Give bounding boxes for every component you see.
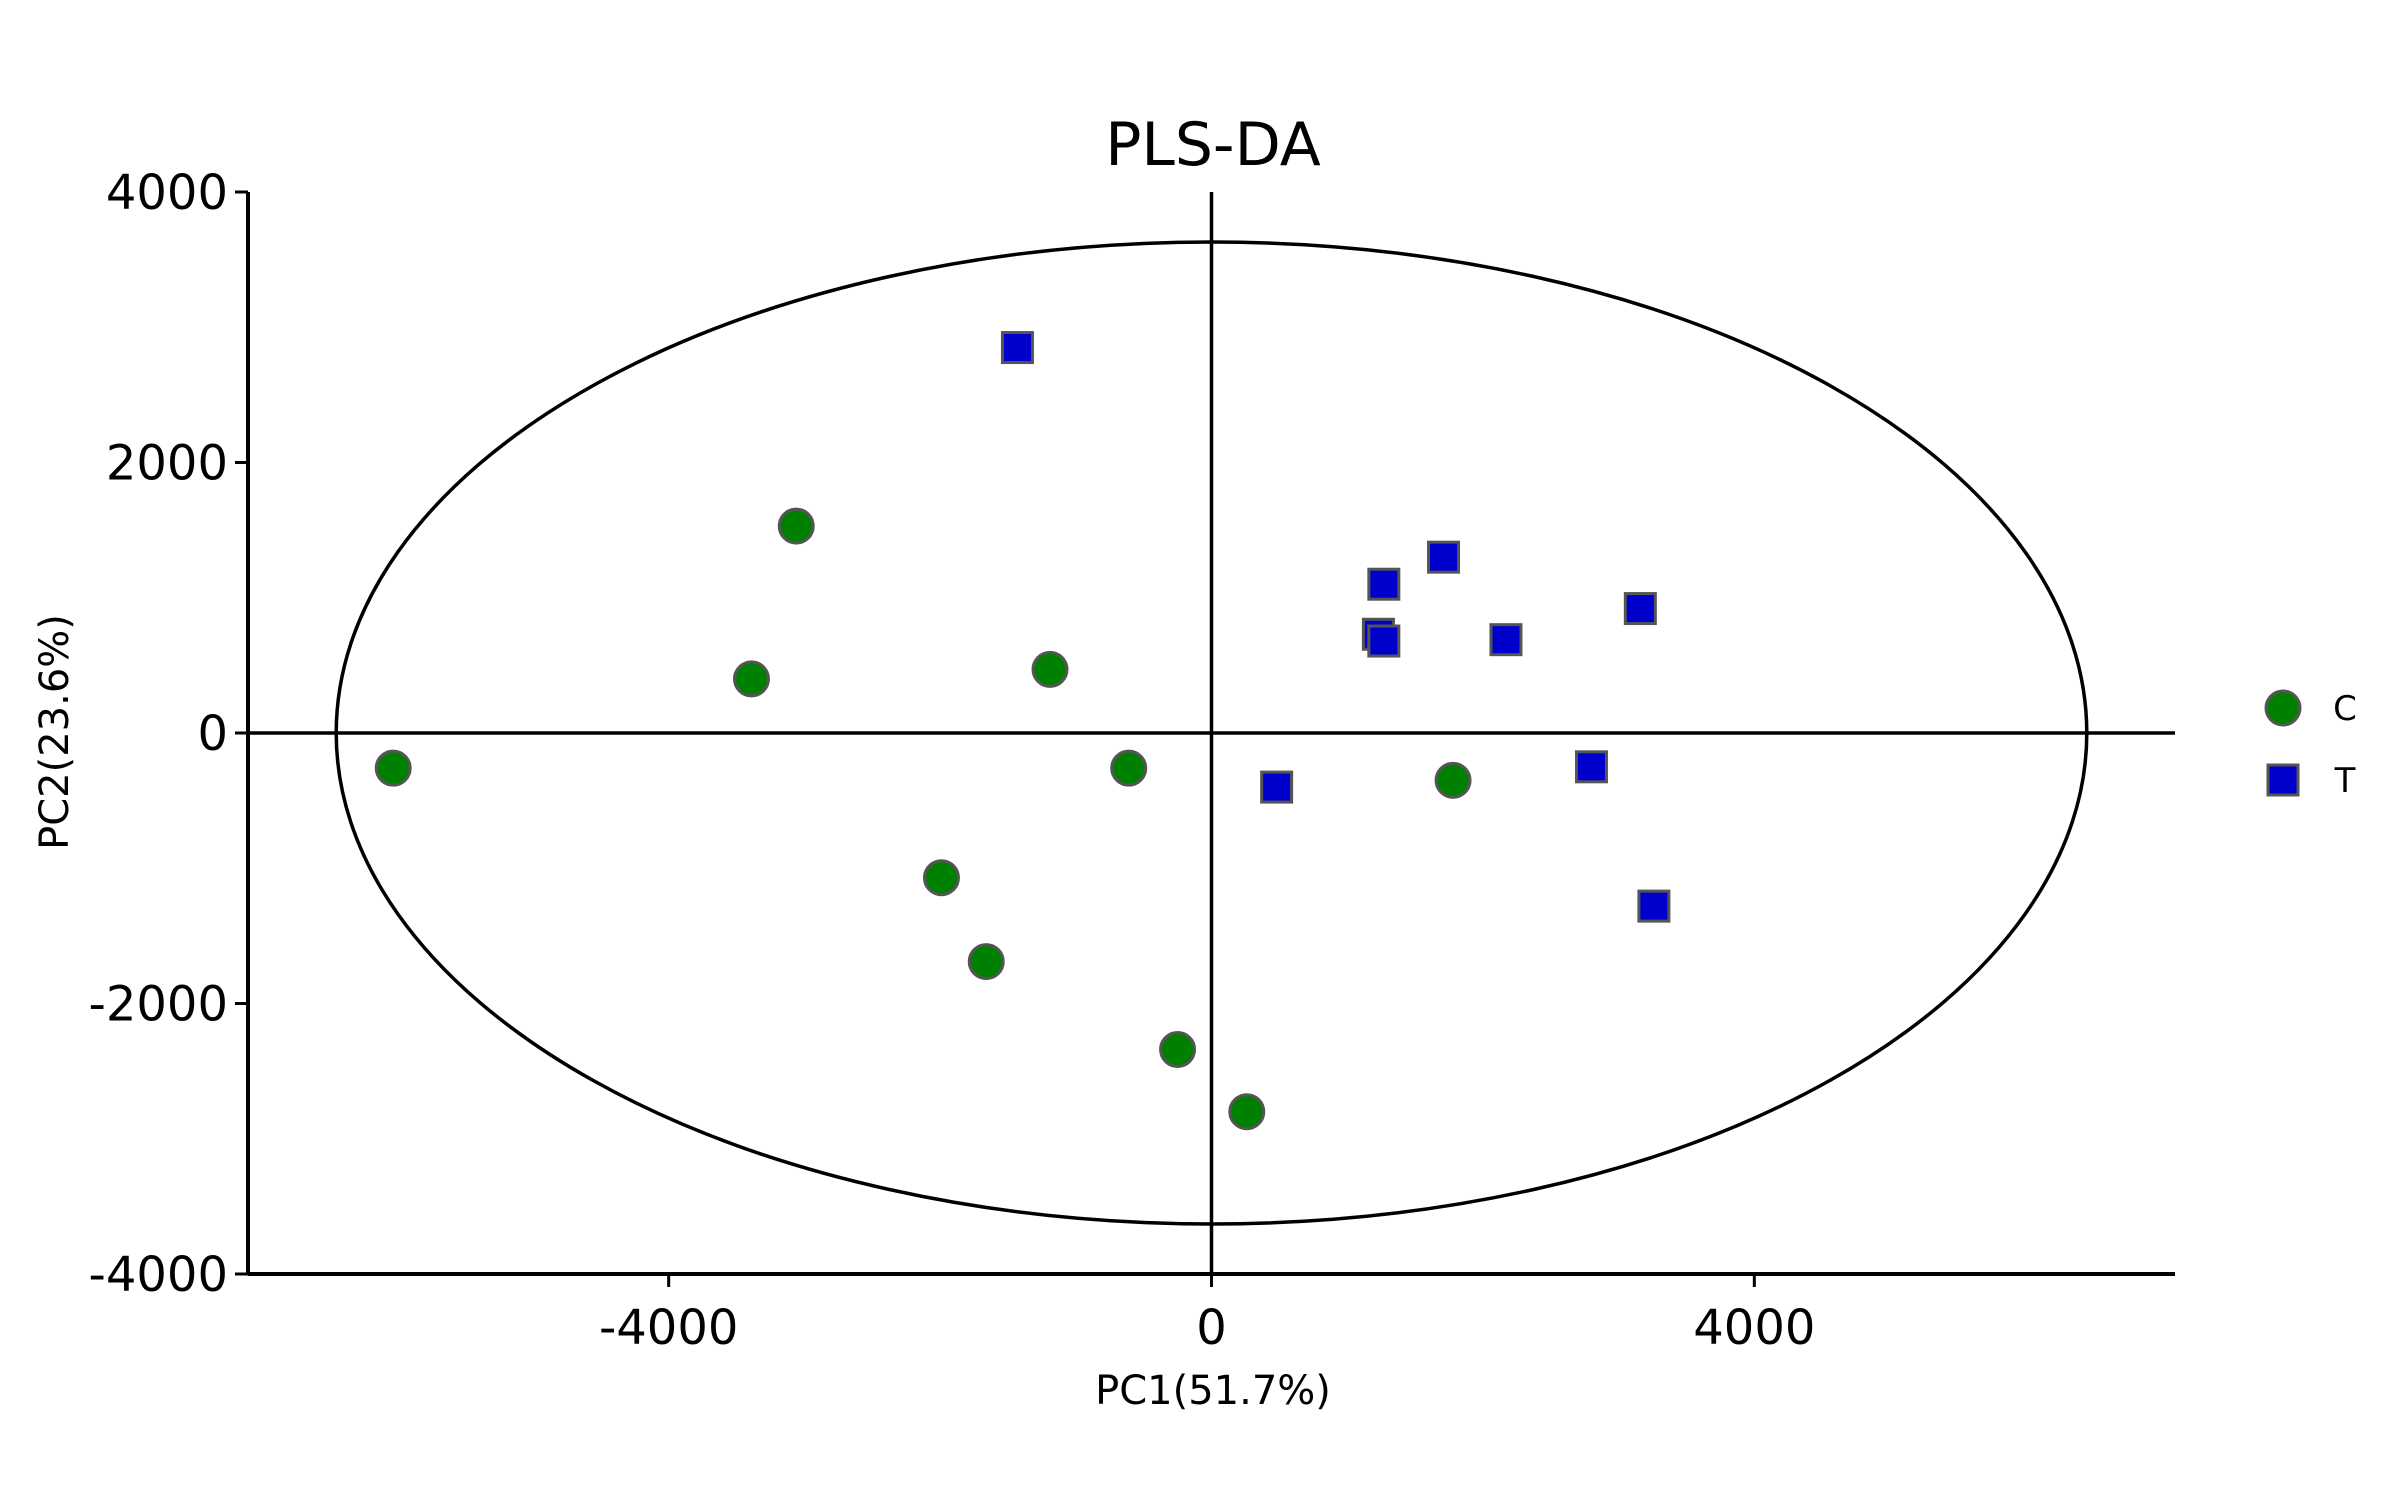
legend-marker-c [2264,689,2302,727]
y-tick-label: 0 [197,706,228,762]
y-tick-label: 2000 [106,436,228,492]
data-point-t [1260,770,1294,804]
data-point-c [1434,761,1472,799]
data-point-c [1159,1030,1197,1068]
data-point-c [922,859,960,897]
data-point-c [1110,749,1148,787]
data-point-c [967,943,1005,981]
legend-label-c: C [2333,689,2357,729]
data-points [374,331,1671,1131]
legend: CT [2264,689,2357,801]
data-point-t [1623,592,1657,626]
x-tick-label: 4000 [1693,1300,1815,1356]
data-point-t [1367,567,1401,601]
x-axis-label: PC1(51.7%) [1095,1368,1331,1414]
data-point-t [1637,889,1671,923]
axes: -4000 0 4000 -4000 -2000 0 2000 4000 [89,165,2175,1356]
data-point-c [374,749,412,787]
data-point-c [1228,1093,1266,1131]
data-point-t [1000,331,1034,365]
data-point-t [1367,624,1401,658]
x-tick-label: 0 [1196,1300,1227,1356]
x-tick-label: -4000 [599,1300,738,1356]
data-point-t [1489,623,1523,657]
y-tick-label: 4000 [106,165,228,221]
y-axis-label: PC2(23.6%) [32,614,78,850]
data-point-c [777,507,815,545]
y-tick-label: -4000 [89,1247,228,1303]
confidence-ellipse [334,240,2089,1226]
data-point-t [1427,540,1461,574]
data-point-c [732,660,770,698]
data-point-t [1574,750,1608,784]
legend-marker-t [2266,763,2300,797]
chart-title: PLS-DA [1105,110,1321,180]
legend-label-t: T [2334,761,2356,801]
y-tick-label: -2000 [89,977,228,1033]
data-point-c [1031,650,1069,688]
confidence-ellipse-group [334,240,2089,1226]
